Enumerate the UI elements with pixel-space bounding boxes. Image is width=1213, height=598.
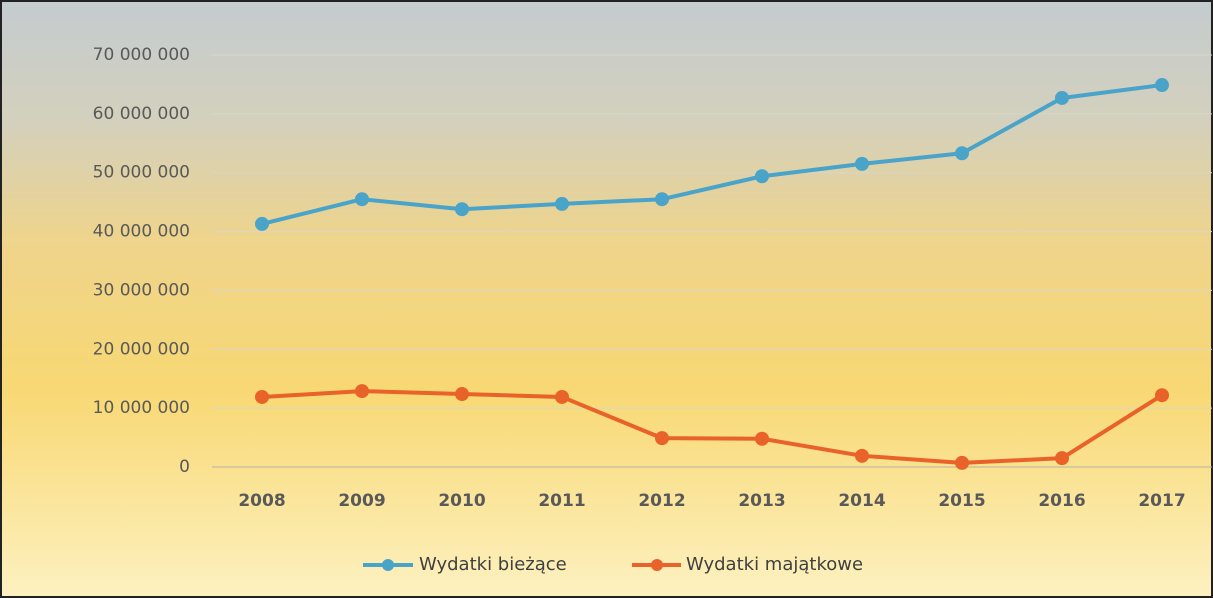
legend-label: Wydatki bieżące	[419, 554, 567, 575]
x-tick-label: 2014	[838, 491, 885, 511]
x-tick-label: 2013	[738, 491, 785, 511]
x-tick-label: 2011	[538, 491, 585, 511]
x-tick-label: 2017	[1138, 491, 1185, 511]
y-tick-label: 30 000 000	[93, 280, 190, 300]
data-point	[455, 202, 469, 217]
series-line	[261, 83, 1163, 226]
data-point	[555, 389, 569, 404]
legend-marker	[651, 559, 663, 571]
y-tick-label: 0	[179, 457, 190, 477]
data-point	[955, 455, 969, 470]
data-point	[855, 448, 869, 463]
legend-marker	[382, 559, 394, 571]
x-tick-label: 2016	[1038, 491, 1085, 511]
data-point	[1055, 451, 1069, 466]
legend-label: Wydatki majątkowe	[686, 554, 863, 575]
y-tick-label: 10 000 000	[93, 398, 190, 418]
data-point	[355, 192, 369, 207]
legend: Wydatki bieżące Wydatki majątkowe	[363, 554, 863, 575]
data-point	[755, 431, 769, 446]
x-tick-label: 2010	[438, 491, 485, 511]
x-tick-label: 2009	[338, 491, 385, 511]
data-point	[755, 169, 769, 184]
y-tick-label: 70 000 000	[93, 45, 190, 65]
y-tick-label: 50 000 000	[93, 163, 190, 183]
data-point	[1155, 388, 1169, 403]
data-point	[955, 146, 969, 161]
data-point	[1155, 78, 1169, 93]
data-point	[255, 389, 269, 404]
y-tick-label: 20 000 000	[93, 339, 190, 359]
data-point	[555, 196, 569, 211]
y-tick-label: 40 000 000	[93, 222, 190, 242]
data-point	[655, 431, 669, 446]
y-tick-label: 60 000 000	[93, 104, 190, 124]
data-point	[255, 216, 269, 231]
series-line	[261, 389, 1164, 465]
data-point	[455, 387, 469, 402]
data-point	[1055, 90, 1069, 105]
data-point	[355, 384, 369, 399]
x-tick-label: 2015	[938, 491, 985, 511]
x-tick-label: 2008	[238, 491, 285, 511]
data-point	[855, 156, 869, 171]
x-tick-label: 2012	[638, 491, 685, 511]
data-point	[655, 192, 669, 207]
